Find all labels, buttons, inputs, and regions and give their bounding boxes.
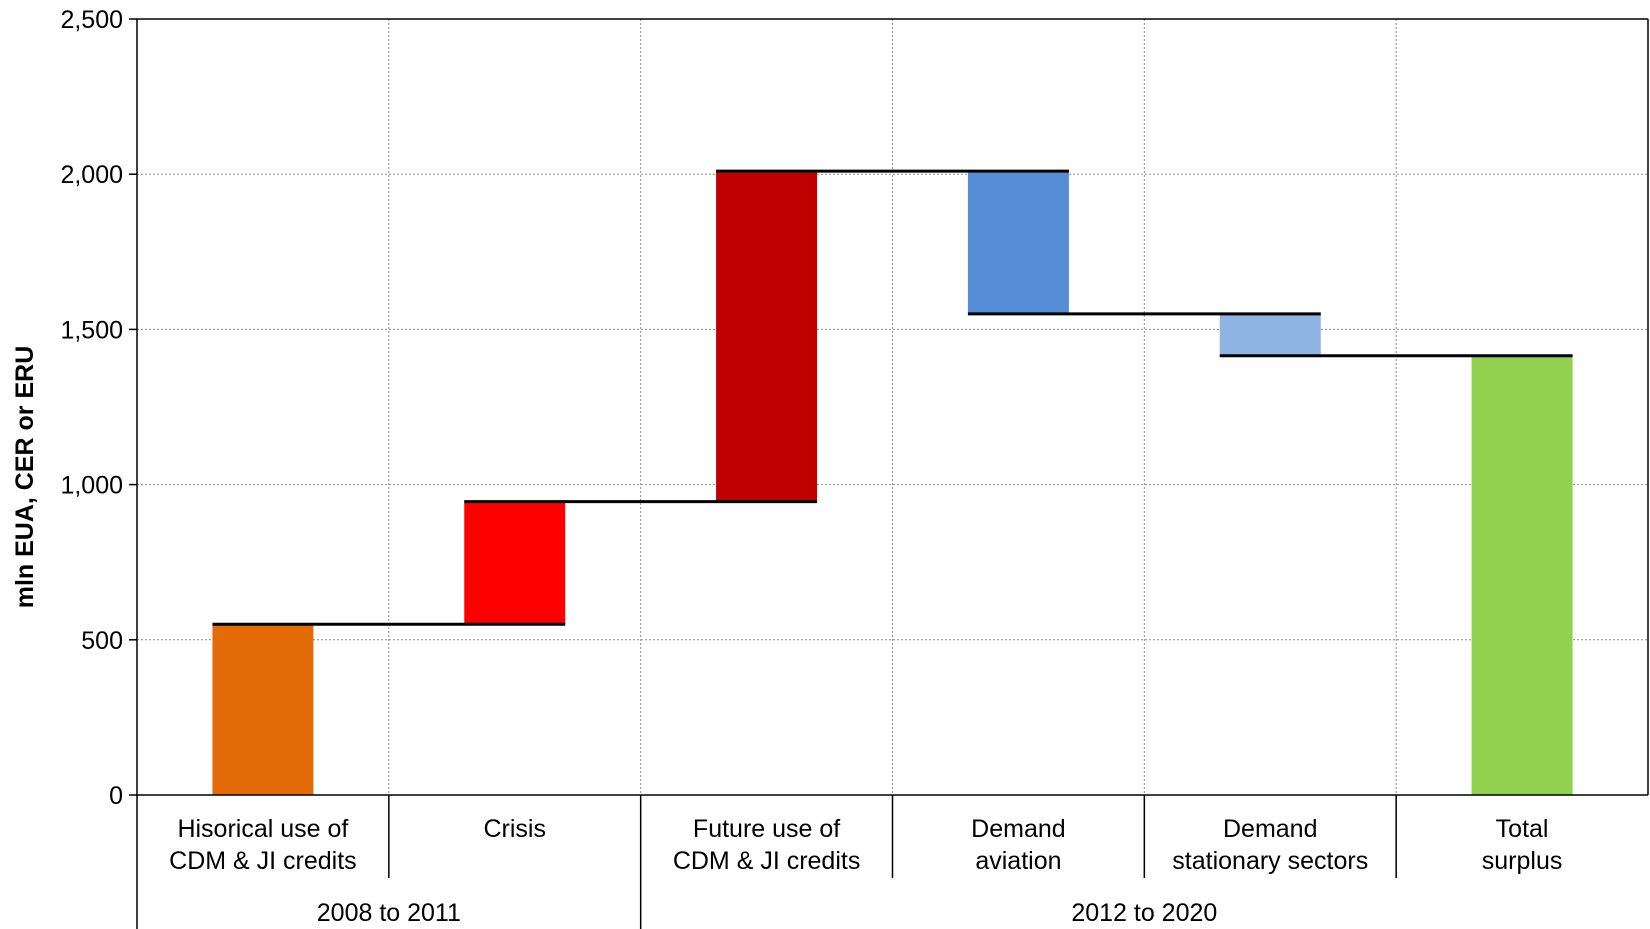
- bars: [212, 171, 1573, 795]
- category-label: CDM & JI credits: [169, 847, 357, 875]
- category-label: Future use of: [693, 815, 840, 843]
- category-label: Hisorical use of: [177, 815, 348, 843]
- y-tick-label: 2,000: [60, 161, 123, 189]
- y-tick-label: 1,000: [60, 472, 123, 500]
- bar: [1471, 355, 1573, 795]
- bar: [212, 624, 314, 795]
- bar: [967, 171, 1069, 314]
- axes: [129, 18, 1649, 929]
- bar: [1219, 313, 1321, 356]
- connector-lines: [212, 169, 1573, 626]
- category-label: Demand: [1223, 815, 1318, 843]
- category-label: stationary sectors: [1172, 847, 1368, 875]
- category-label: Crisis: [484, 815, 547, 843]
- bar: [716, 171, 818, 502]
- category-label: aviation: [975, 847, 1061, 875]
- y-tick-label: 1,500: [60, 316, 123, 344]
- y-axis-label: mln EUA, CER or ERU: [11, 346, 39, 609]
- bar: [464, 501, 566, 625]
- y-tick-label: 500: [81, 627, 123, 655]
- category-label: Demand: [971, 815, 1066, 843]
- category-label: surplus: [1482, 847, 1563, 875]
- group-label: 2012 to 2020: [1071, 899, 1217, 927]
- axis-labels: 0 500 1,000 1,500 2,000 2,500 Hisorical use of…: [60, 6, 1562, 927]
- y-tick-label: 0: [109, 782, 123, 810]
- category-label: CDM & JI credits: [673, 847, 861, 875]
- group-label: 2008 to 2011: [317, 899, 461, 927]
- gridlines: [137, 18, 1648, 795]
- y-tick-label: 2,500: [60, 6, 123, 34]
- category-label: Total: [1496, 815, 1549, 843]
